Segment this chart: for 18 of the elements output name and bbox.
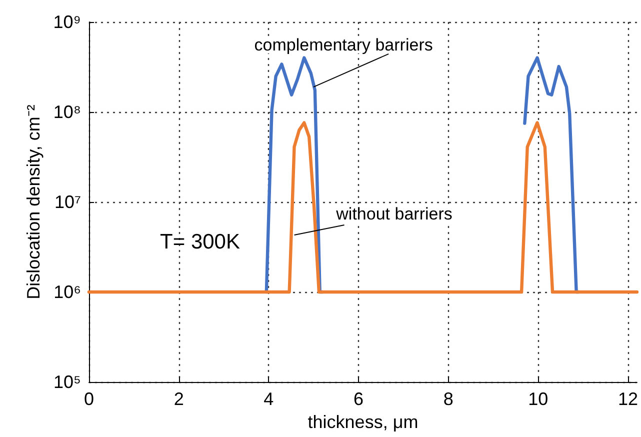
y-tick-label: 10⁷	[54, 192, 81, 212]
x-tick-label: 0	[84, 389, 94, 409]
y-tick-label: 10⁸	[53, 102, 81, 122]
x-tick-label: 6	[353, 389, 364, 409]
y-tick-label: 10⁶	[54, 282, 81, 302]
annotation: complementary barriers	[254, 35, 433, 54]
x-tick-label: 12	[618, 389, 638, 409]
annotation: without barriers	[335, 204, 452, 224]
x-axis-title: thickness, μm	[308, 412, 418, 432]
y-tick-label: 10⁹	[53, 12, 81, 32]
line-series	[87, 121, 639, 294]
x-tick-label: 8	[443, 389, 454, 409]
y-axis-title: Dislocation density, cm⁻²	[23, 104, 44, 300]
y-tick-label: 10⁵	[54, 372, 81, 392]
x-tick-label: 2	[174, 389, 184, 409]
x-tick-label: 4	[264, 389, 274, 409]
x-tick-label: 10	[528, 389, 548, 409]
annotation: T= 300K	[160, 230, 240, 254]
